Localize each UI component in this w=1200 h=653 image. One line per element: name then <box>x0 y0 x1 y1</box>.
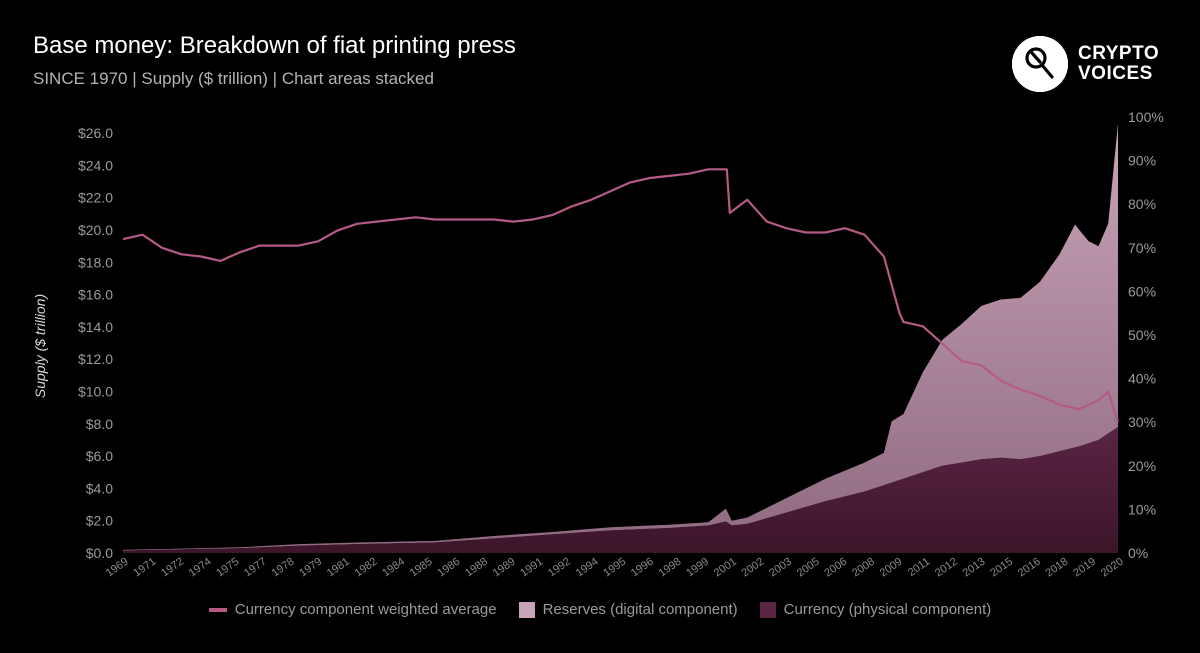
brand-name: CRYPTO VOICES <box>1078 44 1159 84</box>
x-tick-label: 2011 <box>906 556 932 579</box>
x-tick-label: 2018 <box>1043 556 1070 580</box>
y-axis-label: Supply ($ trillion) <box>32 294 48 398</box>
legend-swatch-line <box>208 607 227 612</box>
x-tick-label: 2009 <box>878 556 905 580</box>
brand-line-1: CRYPTO <box>1078 43 1160 64</box>
y-tick-label: $26.0 <box>78 125 113 141</box>
x-tick-label: 2013 <box>961 556 988 580</box>
x-tick-label: 2002 <box>739 556 766 580</box>
x-tick-label: 1988 <box>463 556 490 580</box>
legend-label: Currency component weighted average <box>234 601 497 618</box>
y-tick-label: $8.0 <box>86 416 113 432</box>
legend-swatch-box <box>518 601 535 618</box>
y2-tick-label: 30% <box>1128 414 1156 430</box>
x-tick-label: 1981 <box>325 556 352 580</box>
y2-tick-label: 100% <box>1128 109 1164 125</box>
brand-line-2: VOICES <box>1078 63 1153 84</box>
legend-item-currency[interactable]: Currency (physical component) <box>759 601 992 618</box>
y-axis-right-ticks: 0% 10% 20% 30% 40% 50% 60% 70% 80% 90% 100% <box>1128 109 1164 561</box>
x-tick-label: 1984 <box>380 556 407 580</box>
x-tick-label: 1985 <box>408 556 435 580</box>
x-tick-label: 2019 <box>1071 556 1098 580</box>
x-tick-label: 2020 <box>1099 556 1126 580</box>
x-tick-label: 2003 <box>767 556 794 580</box>
y-tick-label: $2.0 <box>86 513 113 529</box>
y2-tick-label: 60% <box>1128 283 1156 299</box>
x-tick-label: 1975 <box>214 556 241 580</box>
x-tick-label: 2016 <box>1016 556 1043 580</box>
x-tick-label: 1992 <box>546 556 573 580</box>
y2-tick-label: 20% <box>1128 458 1156 474</box>
y2-tick-label: 40% <box>1128 371 1156 387</box>
y2-tick-label: 50% <box>1128 327 1156 343</box>
x-tick-label: 1995 <box>601 556 628 580</box>
crypto-voices-icon <box>1012 36 1068 92</box>
y-tick-label: $24.0 <box>78 157 113 173</box>
x-tick-label: 1978 <box>270 556 297 580</box>
x-tick-label: 1998 <box>657 556 684 580</box>
x-tick-label: 1971 <box>131 556 158 580</box>
x-tick-label: 1977 <box>242 556 269 580</box>
x-tick-label: 2015 <box>988 556 1015 580</box>
y-tick-label: $4.0 <box>86 480 113 496</box>
x-tick-label: 1994 <box>574 556 601 580</box>
y-tick-label: $6.0 <box>86 448 113 464</box>
y2-tick-label: 80% <box>1128 196 1156 212</box>
y-tick-label: $14.0 <box>78 319 113 335</box>
x-tick-label: 2008 <box>850 556 877 580</box>
weighted-average-line <box>122 168 1120 423</box>
y-tick-label: $18.0 <box>78 254 113 270</box>
x-tick-label: 2005 <box>795 556 822 580</box>
y-axis-left-ticks: $0.0 $2.0 $4.0 $6.0 $8.0 $10.0 $12.0 $14.0 $16.0… <box>78 125 113 561</box>
y-tick-label: $22.0 <box>78 190 113 206</box>
y-tick-label: $0.0 <box>86 545 113 561</box>
legend-swatch-box <box>759 601 776 618</box>
chart-subtitle: SINCE 1970 | Supply ($ trillion) | Chart… <box>33 69 434 88</box>
x-tick-label: 1989 <box>491 556 518 580</box>
x-tick-label: 1974 <box>187 556 214 580</box>
legend-label: Currency (physical component) <box>783 601 992 618</box>
plot-area <box>122 123 1120 553</box>
y-tick-label: $16.0 <box>78 287 113 303</box>
y2-tick-label: 70% <box>1128 240 1156 256</box>
x-tick-label: 1986 <box>435 556 462 580</box>
x-tick-label: 1982 <box>353 556 380 580</box>
x-tick-label: 1996 <box>629 556 656 580</box>
x-tick-label: 1972 <box>159 556 186 580</box>
x-tick-label: 1979 <box>297 556 324 580</box>
legend-item-weighted-average[interactable]: Currency component weighted average <box>208 601 497 618</box>
y-tick-label: $20.0 <box>78 222 113 238</box>
legend-item-reserves[interactable]: Reserves (digital component) <box>518 601 738 618</box>
x-axis-ticks: 1969 1971 1972 1974 1975 1977 1978 1979 1981 1982… <box>104 556 1126 580</box>
currency-area <box>123 427 1118 553</box>
y-tick-label: $12.0 <box>78 351 113 367</box>
chart-title: Base money: Breakdown of fiat printing p… <box>33 32 516 59</box>
x-tick-label: 1991 <box>518 556 545 580</box>
y2-tick-label: 90% <box>1128 153 1156 169</box>
x-tick-label: 2001 <box>712 556 739 580</box>
x-tick-label: 2006 <box>822 556 849 580</box>
y-tick-label: $10.0 <box>78 384 113 400</box>
x-tick-label: 1999 <box>684 556 711 580</box>
x-tick-label: 2012 <box>933 556 960 580</box>
legend-label: Reserves (digital component) <box>542 601 738 618</box>
y2-tick-label: 0% <box>1128 545 1148 561</box>
y2-tick-label: 10% <box>1128 501 1156 517</box>
chart-legend: Currency component weighted average Rese… <box>0 601 1200 618</box>
brand-logo: CRYPTO VOICES <box>1012 36 1159 92</box>
